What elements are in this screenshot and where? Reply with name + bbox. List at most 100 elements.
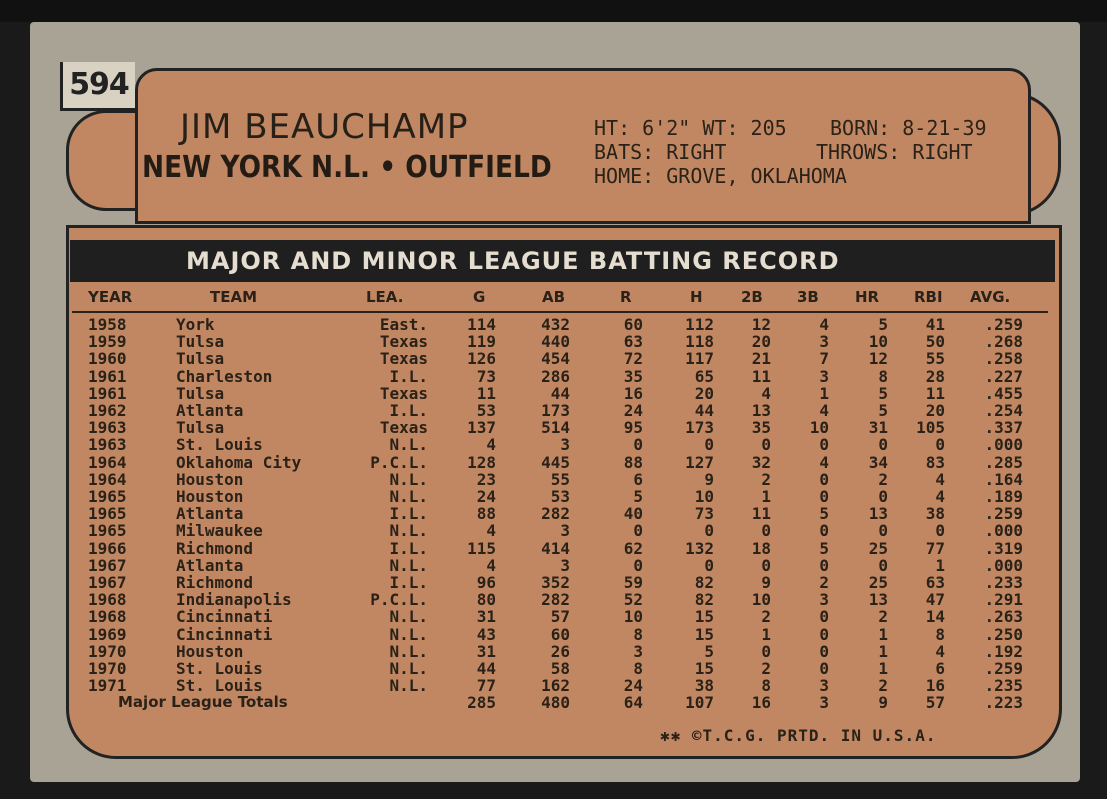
table-cell: 1964 — [88, 470, 127, 489]
table-cell: 55 — [550, 470, 570, 489]
table-cell: 5 — [819, 539, 829, 558]
height-weight: HT: 6'2" WT: 205 — [594, 116, 787, 140]
table-cell: 1967 — [88, 573, 127, 592]
table-cell: 0 — [878, 556, 888, 575]
table-cell: Richmond — [176, 573, 254, 592]
table-cell: 15 — [694, 659, 714, 678]
table-cell: 0 — [633, 521, 643, 540]
table-cell: 173 — [685, 418, 714, 437]
table-cell: 4 — [819, 453, 829, 472]
table-cell: 352 — [541, 573, 570, 592]
table-cell: Cincinnati — [176, 625, 273, 644]
table-cell: 1969 — [88, 625, 127, 644]
table-cell: 0 — [819, 487, 829, 506]
table-cell: 44 — [550, 384, 570, 403]
table-cell: 1971 — [88, 676, 127, 695]
table-cell: 5 — [878, 315, 888, 334]
table-cell: 282 — [541, 504, 570, 523]
table-cell: 73 — [476, 367, 496, 386]
table-cell: 126 — [467, 349, 496, 368]
table-cell: Texas — [379, 418, 428, 437]
card-number: 594 — [60, 62, 135, 111]
table-cell: Tulsa — [176, 384, 225, 403]
table-cell: 77 — [476, 676, 496, 695]
table-cell: 95 — [623, 418, 643, 437]
table-cell: 16 — [925, 676, 945, 695]
table-cell: 0 — [819, 642, 829, 661]
table-cell: 1970 — [88, 659, 127, 678]
totals-cell: 57 — [925, 693, 945, 712]
table-cell: 127 — [685, 453, 714, 472]
table-cell: 24 — [476, 487, 496, 506]
table-cell: 8 — [935, 625, 945, 644]
totals-label: Major League Totals — [118, 693, 288, 711]
table-cell: 10 — [868, 332, 888, 351]
table-cell: 1962 — [88, 401, 127, 420]
table-cell: 3 — [633, 642, 643, 661]
table-cell: .000 — [984, 556, 1023, 575]
table-cell: 31 — [476, 642, 496, 661]
table-cell: 118 — [685, 332, 714, 351]
bats: BATS: RIGHT — [594, 140, 727, 164]
table-cell: 10 — [751, 590, 771, 609]
table-cell: .319 — [984, 539, 1023, 558]
table-cell: 13 — [868, 504, 888, 523]
table-cell: .285 — [984, 453, 1023, 472]
totals-cell: .223 — [984, 693, 1023, 712]
table-cell: 8 — [633, 625, 643, 644]
table-cell: 3 — [560, 435, 570, 454]
table-cell: I.L. — [389, 504, 428, 523]
table-cell: 2 — [761, 659, 771, 678]
table-cell: 1 — [819, 384, 829, 403]
table-cell: 44 — [476, 659, 496, 678]
table-cell: N.L. — [389, 521, 428, 540]
table-cell: 1965 — [88, 487, 127, 506]
table-cell: 82 — [694, 590, 714, 609]
table-cell: 0 — [935, 435, 945, 454]
table-cell: 65 — [694, 367, 714, 386]
table-cell: N.L. — [389, 487, 428, 506]
table-cell: 0 — [761, 642, 771, 661]
table-cell: .000 — [984, 521, 1023, 540]
table-cell: 38 — [694, 676, 714, 695]
table-cell: 26 — [550, 642, 570, 661]
table-cell: 0 — [704, 435, 714, 454]
table-cell: 8 — [761, 676, 771, 695]
table-cell: 0 — [704, 556, 714, 575]
table-cell: 445 — [541, 453, 570, 472]
table-cell: Tulsa — [176, 349, 225, 368]
table-cell: 88 — [623, 453, 643, 472]
table-cell: P.C.L. — [370, 590, 428, 609]
table-cell: 1 — [935, 556, 945, 575]
table-cell: 5 — [704, 642, 714, 661]
column-header: TEAM — [210, 288, 258, 306]
table-cell: 9 — [761, 573, 771, 592]
table-cell: 9 — [704, 470, 714, 489]
table-cell: 117 — [685, 349, 714, 368]
table-cell: 4 — [486, 521, 496, 540]
table-cell: Cincinnati — [176, 607, 273, 626]
table-cell: 11 — [476, 384, 496, 403]
table-cell: 10 — [809, 418, 829, 437]
table-cell: 35 — [623, 367, 643, 386]
table-cell: 119 — [467, 332, 496, 351]
table-cell: 77 — [925, 539, 945, 558]
totals-cell: 9 — [878, 693, 888, 712]
table-cell: 4 — [486, 435, 496, 454]
column-header: AB — [542, 288, 566, 306]
table-cell: 5 — [878, 401, 888, 420]
table-cell: East. — [379, 315, 428, 334]
table-cell: 32 — [751, 453, 771, 472]
table-cell: 4 — [935, 642, 945, 661]
table-cell: Milwaukee — [176, 521, 263, 540]
table-cell: Houston — [176, 487, 244, 506]
table-cell: 60 — [623, 315, 643, 334]
table-cell: 34 — [868, 453, 888, 472]
table-cell: 13 — [751, 401, 771, 420]
table-cell: 128 — [467, 453, 496, 472]
table-cell: 8 — [878, 367, 888, 386]
table-cell: .291 — [984, 590, 1023, 609]
table-cell: Houston — [176, 470, 244, 489]
table-cell: 5 — [819, 504, 829, 523]
table-cell: 1968 — [88, 607, 127, 626]
